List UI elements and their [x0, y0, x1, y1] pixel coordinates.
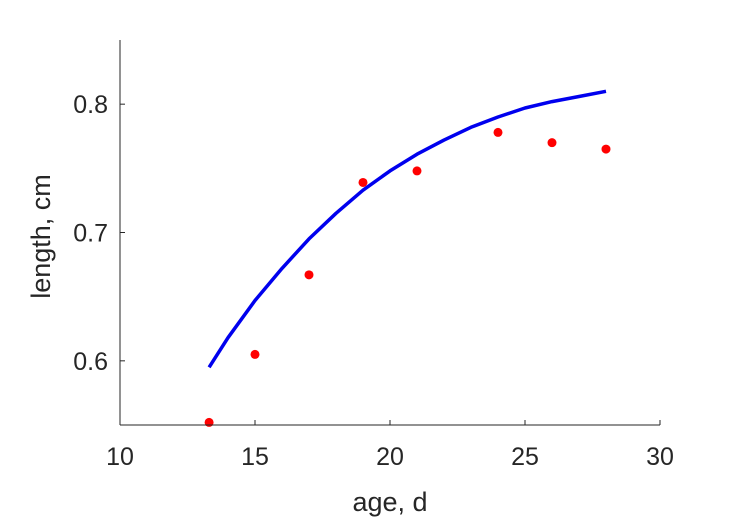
- x-tick-label: 15: [241, 443, 269, 471]
- y-axis-label: length, cm: [26, 174, 56, 299]
- x-tick-label: 10: [106, 443, 134, 471]
- plot-area: [204, 89, 611, 427]
- data-point: [493, 127, 503, 137]
- y-tick-label: 0.8: [73, 91, 108, 119]
- data-point: [601, 144, 611, 154]
- data-point: [358, 177, 368, 187]
- y-tick-label: 0.7: [73, 220, 108, 248]
- x-axis-label: age, d: [352, 487, 427, 517]
- x-tick-label: 20: [376, 443, 404, 471]
- x-ticks: 10 15 20 25 30: [106, 420, 674, 471]
- x-tick-label: 25: [511, 443, 539, 471]
- x-tick-label: 30: [646, 443, 674, 471]
- data-point: [204, 417, 214, 427]
- y-ticks: 0.6 0.7 0.8: [73, 91, 125, 376]
- data-point: [250, 349, 260, 359]
- data-point: [547, 138, 557, 148]
- data-point: [412, 166, 422, 176]
- fit-curve: [207, 89, 607, 369]
- y-tick-label: 0.6: [73, 348, 108, 376]
- data-point: [304, 270, 314, 280]
